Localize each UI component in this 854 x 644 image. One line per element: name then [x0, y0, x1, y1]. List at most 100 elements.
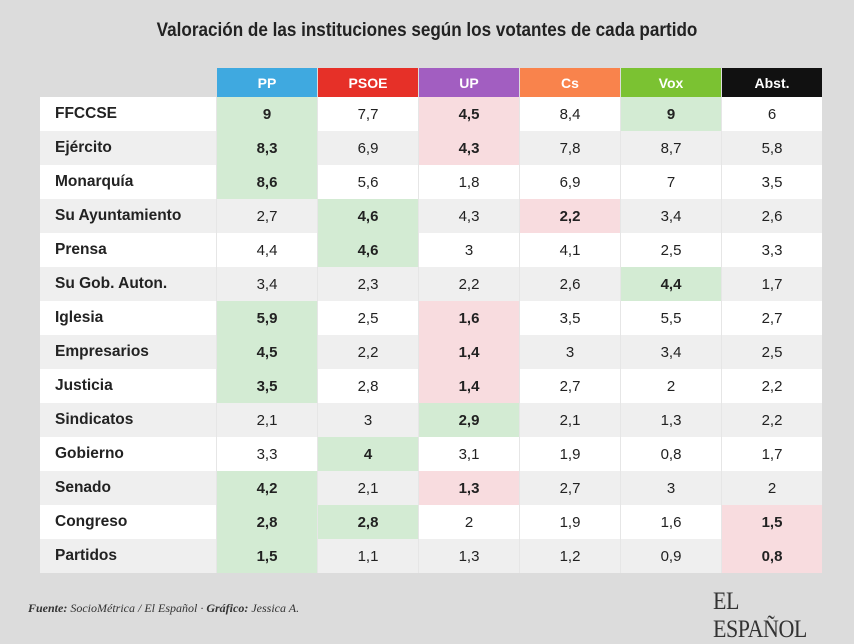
value-cell: 3,1: [418, 437, 519, 471]
value-cell: 3,4: [620, 199, 721, 233]
value-cell: 5,9: [216, 301, 317, 335]
row-label: Senado: [40, 471, 216, 505]
value-cell: 1,5: [721, 505, 822, 539]
row-label: FFCCSE: [40, 97, 216, 131]
value-cell: 2,6: [721, 199, 822, 233]
value-cell: 4: [317, 437, 418, 471]
value-cell: 2,3: [317, 267, 418, 301]
row-label: Ejército: [40, 131, 216, 165]
value-cell: 3,5: [721, 165, 822, 199]
row-label: Iglesia: [40, 301, 216, 335]
row-label: Prensa: [40, 233, 216, 267]
value-cell: 8,4: [519, 97, 620, 131]
value-cell: 3,4: [216, 267, 317, 301]
value-cell: 2,7: [216, 199, 317, 233]
value-cell: 2,7: [519, 471, 620, 505]
row-label: Empresarios: [40, 335, 216, 369]
value-cell: 2,8: [216, 505, 317, 539]
value-cell: 2: [721, 471, 822, 505]
column-header-pp: PP: [216, 68, 317, 97]
value-cell: 4,1: [519, 233, 620, 267]
value-cell: 2,5: [317, 301, 418, 335]
value-cell: 1,1: [317, 539, 418, 573]
value-cell: 7,7: [317, 97, 418, 131]
table-row: Congreso 2,8 2,8 2 1,9 1,6 1,5: [40, 505, 822, 539]
value-cell: 2,1: [216, 403, 317, 437]
value-cell: 8,3: [216, 131, 317, 165]
page-title: Valoración de las instituciones según lo…: [156, 20, 698, 41]
value-cell: 0,8: [620, 437, 721, 471]
value-cell: 3,5: [216, 369, 317, 403]
value-cell: 4,6: [317, 233, 418, 267]
value-cell: 4,2: [216, 471, 317, 505]
value-cell: 2,2: [317, 335, 418, 369]
row-label: Congreso: [40, 505, 216, 539]
value-cell: 1,4: [418, 335, 519, 369]
row-label: Monarquía: [40, 165, 216, 199]
el-espanol-logo: EL ESPAÑOL: [713, 588, 807, 643]
value-cell: 4,3: [418, 199, 519, 233]
value-cell: 1,9: [519, 437, 620, 471]
value-cell: 4,5: [418, 97, 519, 131]
value-cell: 1,8: [418, 165, 519, 199]
value-cell: 7,8: [519, 131, 620, 165]
value-cell: 4,6: [317, 199, 418, 233]
table-row: Su Gob. Auton. 3,4 2,3 2,2 2,6 4,4 1,7: [40, 267, 822, 301]
value-cell: 6,9: [317, 131, 418, 165]
value-cell: 1,7: [721, 267, 822, 301]
value-cell: 1,6: [418, 301, 519, 335]
table-header-row: PP PSOE UP Cs Vox Abst.: [40, 68, 822, 97]
column-header-vox: Vox: [620, 68, 721, 97]
value-cell: 3,4: [620, 335, 721, 369]
row-label: Sindicatos: [40, 403, 216, 437]
value-cell: 3: [418, 233, 519, 267]
table-row: Prensa 4,4 4,6 3 4,1 2,5 3,3: [40, 233, 822, 267]
value-cell: 3,5: [519, 301, 620, 335]
value-cell: 4,5: [216, 335, 317, 369]
value-cell: 2,2: [721, 403, 822, 437]
table-row: FFCCSE 9 7,7 4,5 8,4 9 6: [40, 97, 822, 131]
column-header-cs: Cs: [519, 68, 620, 97]
value-cell: 2,6: [519, 267, 620, 301]
value-cell: 1,3: [620, 403, 721, 437]
value-cell: 3,3: [216, 437, 317, 471]
value-cell: 2,2: [418, 267, 519, 301]
column-header-psoe: PSOE: [317, 68, 418, 97]
value-cell: 2,7: [721, 301, 822, 335]
value-cell: 3: [519, 335, 620, 369]
table-row: Sindicatos 2,1 3 2,9 2,1 1,3 2,2: [40, 403, 822, 437]
value-cell: 0,9: [620, 539, 721, 573]
value-cell: 7: [620, 165, 721, 199]
value-cell: 2,5: [721, 335, 822, 369]
row-label: Partidos: [40, 539, 216, 573]
graphic-text: Jessica A.: [248, 601, 300, 615]
table-row: Su Ayuntamiento 2,7 4,6 4,3 2,2 3,4 2,6: [40, 199, 822, 233]
value-cell: 1,9: [519, 505, 620, 539]
value-cell: 3: [620, 471, 721, 505]
column-header-up: UP: [418, 68, 519, 97]
value-cell: 2: [418, 505, 519, 539]
table-row: Iglesia 5,9 2,5 1,6 3,5 5,5 2,7: [40, 301, 822, 335]
value-cell: 1,6: [620, 505, 721, 539]
table-row: Gobierno 3,3 4 3,1 1,9 0,8 1,7: [40, 437, 822, 471]
table-body: FFCCSE 9 7,7 4,5 8,4 9 6 Ejército 8,3 6,9 4,3 7,8 8,…: [40, 97, 822, 573]
value-cell: 2,1: [519, 403, 620, 437]
value-cell: 2,8: [317, 505, 418, 539]
row-label: Su Gob. Auton.: [40, 267, 216, 301]
value-cell: 2,1: [317, 471, 418, 505]
value-cell: 9: [216, 97, 317, 131]
value-cell: 1,5: [216, 539, 317, 573]
value-cell: 1,3: [418, 471, 519, 505]
value-cell: 3: [317, 403, 418, 437]
value-cell: 2,8: [317, 369, 418, 403]
table-row: Empresarios 4,5 2,2 1,4 3 3,4 2,5: [40, 335, 822, 369]
column-header-abst: Abst.: [721, 68, 822, 97]
value-cell: 8,7: [620, 131, 721, 165]
header-blank-cell: [40, 68, 216, 97]
row-label: Su Ayuntamiento: [40, 199, 216, 233]
value-cell: 9: [620, 97, 721, 131]
value-cell: 8,6: [216, 165, 317, 199]
value-cell: 4,4: [620, 267, 721, 301]
value-cell: 2,9: [418, 403, 519, 437]
source-text: SocioMétrica / El Español ·: [67, 601, 207, 615]
